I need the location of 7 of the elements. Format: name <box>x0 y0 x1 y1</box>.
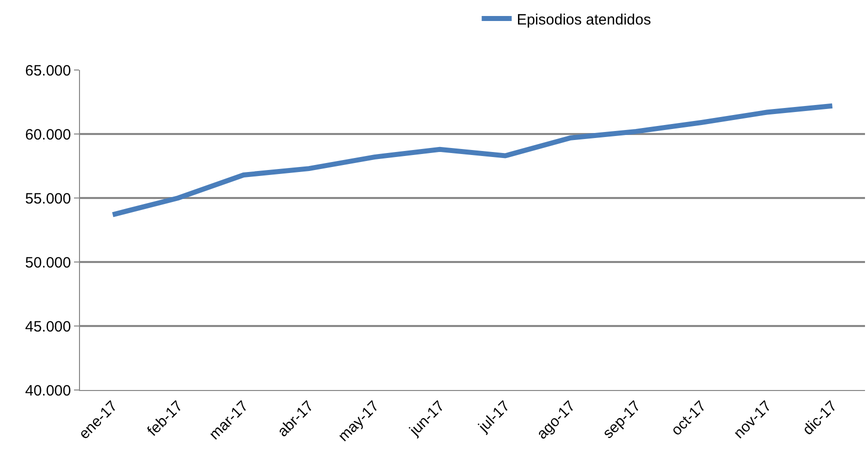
y-tick-label: 60.000 <box>25 126 71 144</box>
y-tick-label: 45.000 <box>25 318 71 336</box>
y-tick-label: 65.000 <box>25 62 71 80</box>
legend-label: Episodios atendidos <box>516 11 651 28</box>
y-tick-label: 50.000 <box>25 254 71 272</box>
y-tick-label: 40.000 <box>25 382 71 400</box>
y-tick-label: 55.000 <box>25 190 71 208</box>
